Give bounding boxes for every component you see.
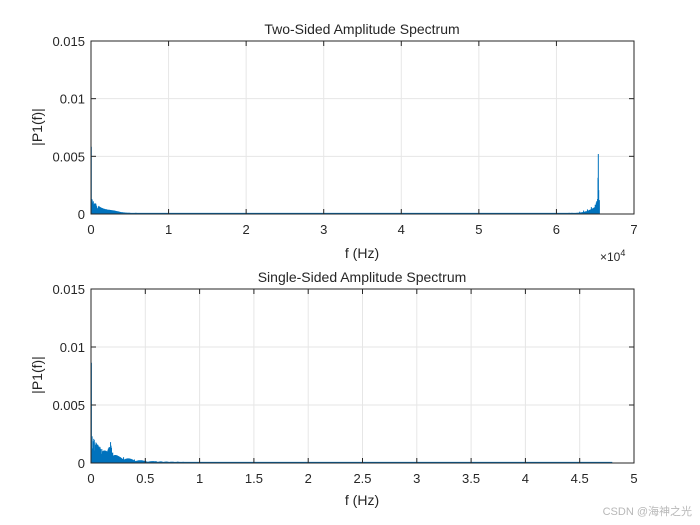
x-tick-label: 7 xyxy=(630,222,637,237)
y-tick-label: 0.015 xyxy=(52,34,85,49)
x-tick-label: 4 xyxy=(398,222,405,237)
x-tick-label: 0 xyxy=(87,471,94,486)
x-tick-label: 5 xyxy=(630,471,637,486)
x-tick-label: 1 xyxy=(165,222,172,237)
y-tick-label: 0.015 xyxy=(52,282,85,297)
subplot-single-sided: Single-Sided Amplitude Spectrum 0 0.5 1 1.5… xyxy=(29,269,638,508)
y-axis-label: |P1(f)| xyxy=(29,108,45,146)
y-tick-label: 0.01 xyxy=(60,340,85,355)
x-tick-label: 2.5 xyxy=(353,471,371,486)
x-tick-label: 1.5 xyxy=(245,471,263,486)
axes-frame xyxy=(90,40,635,215)
x-axis-exponent: ×104 xyxy=(600,248,625,264)
watermark-text: CSDN @海神之光 xyxy=(602,506,692,518)
y-tick-label: 0.005 xyxy=(52,149,85,164)
y-tick-label: 0 xyxy=(78,456,85,471)
y-axis-label: |P1(f)| xyxy=(29,356,45,394)
chart-title: Two-Sided Amplitude Spectrum xyxy=(264,21,459,37)
y-tick-label: 0 xyxy=(78,207,85,222)
y-tick-label: 0.01 xyxy=(60,92,85,107)
x-tick-label: 3 xyxy=(320,222,327,237)
x-tick-label: 2 xyxy=(305,471,312,486)
x-tick-label: 4.5 xyxy=(571,471,589,486)
subplot-two-sided: Two-Sided Amplitude Spectrum 0 1 2 3 4 5 6 7 0 0.… xyxy=(29,21,638,264)
chart-title: Single-Sided Amplitude Spectrum xyxy=(258,269,467,285)
y-tick-label: 0.005 xyxy=(52,398,85,413)
x-tick-label: 4 xyxy=(522,471,529,486)
x-tick-label: 1 xyxy=(196,471,203,486)
x-tick-label: 3.5 xyxy=(462,471,480,486)
x-tick-label: 0 xyxy=(87,222,94,237)
x-tick-label: 6 xyxy=(553,222,560,237)
x-tick-label: 0.5 xyxy=(136,471,154,486)
x-tick-label: 2 xyxy=(243,222,250,237)
x-axis-label: f (Hz) xyxy=(345,245,379,261)
x-axis-label: f (Hz) xyxy=(345,492,379,508)
x-tick-label: 5 xyxy=(475,222,482,237)
x-tick-label: 3 xyxy=(413,471,420,486)
